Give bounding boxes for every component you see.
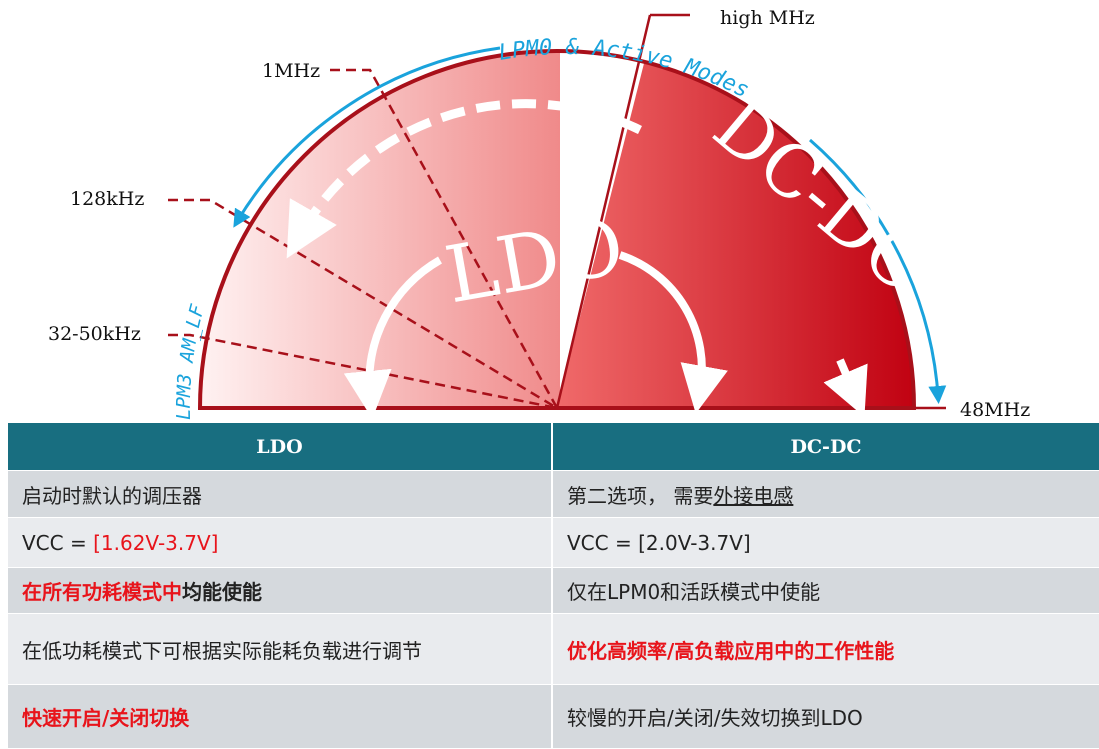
transition-arrow — [343, 256, 442, 419]
dome-outline — [197, 49, 917, 410]
table-header: LDO DC-DC — [8, 423, 1099, 471]
table-cell: VCC = [1.62V-3.7V] — [8, 518, 553, 567]
table-cell: 启动时默认的调压器 — [8, 471, 553, 517]
text-run: 快速开启/关闭切换 — [22, 706, 190, 730]
table-row: VCC = [1.62V-3.7V] VCC = [2.0V-3.7V] — [8, 518, 1099, 568]
mode-arrow — [233, 46, 501, 228]
freq-label: 32-50kHz — [48, 323, 141, 345]
header-cell: DC-DC — [790, 435, 862, 458]
table-row: 启动时默认的调压器 第二选项， 需要外接电感 — [8, 471, 1099, 518]
cell-text: 在所有功耗模式中均能使能 — [22, 576, 262, 605]
freq-label: 48MHz — [960, 399, 1030, 421]
table-cell: 在低功耗模式下可根据实际能耗负载进行调节 — [8, 614, 553, 684]
transition-arrow — [618, 251, 728, 414]
text-run: 在低功耗模式下可根据实际能耗负载进行调节 — [22, 638, 422, 663]
text-run: VCC = — [22, 530, 94, 555]
comparison-table: LDO DC-DC 启动时默认的调压器 第二选项， 需要外接电感 VCC = [1.62… — [8, 423, 1099, 749]
mode-arrow — [809, 138, 947, 404]
transition-arrow — [823, 358, 868, 418]
diagram: high MHz 1MHz 128kHz 32-50kHz 48MHz LPM0… — [48, 7, 1030, 421]
text-run: VCC = [2.0V-3.7V] — [567, 530, 751, 555]
cell-text: VCC = [2.0V-3.7V] — [567, 531, 751, 555]
table-cell: 快速开启/关闭切换 — [8, 685, 553, 748]
cell-text: 在低功耗模式下可根据实际能耗负载进行调节 — [22, 635, 422, 664]
table-row: 快速开启/关闭切换 较慢的开启/关闭/失效切换到LDO — [8, 685, 1099, 749]
table-cell: 在所有功耗模式中均能使能 — [8, 568, 553, 613]
leader-lines — [168, 13, 946, 410]
table-cell: 较慢的开启/关闭/失效切换到LDO — [553, 685, 1099, 748]
freq-label: high MHz — [720, 7, 815, 29]
table-cell: 优化高频率/高负载应用中的工作性能 — [553, 614, 1099, 684]
text-run: 均能使能 — [182, 580, 262, 604]
table-cell: 仅在LPM0和活跃模式中使能 — [553, 568, 1099, 613]
cell-text: 优化高频率/高负载应用中的工作性能 — [567, 635, 894, 664]
text-run: [1.62V-3.7V] — [93, 530, 219, 555]
freq-label: 128kHz — [70, 188, 144, 210]
table-cell: 第二选项， 需要外接电感 — [553, 471, 1099, 517]
text-run: 优化高频率/高负载应用中的工作性能 — [567, 638, 895, 663]
cell-text: 较慢的开启/关闭/失效切换到LDO — [567, 702, 863, 731]
text-run: 外接电感 — [713, 483, 794, 508]
text-run: 较慢的开启/关闭/失效切换到LDO — [567, 706, 863, 730]
table-row: 在低功耗模式下可根据实际能耗负载进行调节 优化高频率/高负载应用中的工作性能 — [8, 614, 1099, 685]
header-cell: LDO — [8, 423, 553, 470]
cell-text: 快速开启/关闭切换 — [22, 702, 189, 731]
text-run: 仅在LPM0和活跃模式中使能 — [567, 580, 821, 604]
table-cell: VCC = [2.0V-3.7V] — [553, 518, 1099, 567]
cell-text: 第二选项， 需要外接电感 — [567, 480, 793, 509]
cell-text: 仅在LPM0和活跃模式中使能 — [567, 576, 820, 605]
transition-arrow — [286, 99, 642, 259]
text-run: 在所有功耗模式中 — [22, 580, 182, 604]
cell-text: VCC = [1.62V-3.7V] — [22, 531, 218, 555]
table-row: 在所有功耗模式中均能使能 仅在LPM0和活跃模式中使能 — [8, 568, 1099, 614]
cell-text: 启动时默认的调压器 — [22, 480, 202, 509]
text-run: 启动时默认的调压器 — [22, 483, 202, 508]
text-run: 第二选项， 需要 — [567, 483, 714, 508]
freq-label: 1MHz — [262, 60, 320, 82]
